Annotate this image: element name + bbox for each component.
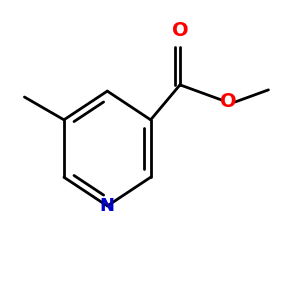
Text: N: N xyxy=(100,197,115,215)
Text: O: O xyxy=(220,92,237,111)
Text: O: O xyxy=(172,21,188,40)
